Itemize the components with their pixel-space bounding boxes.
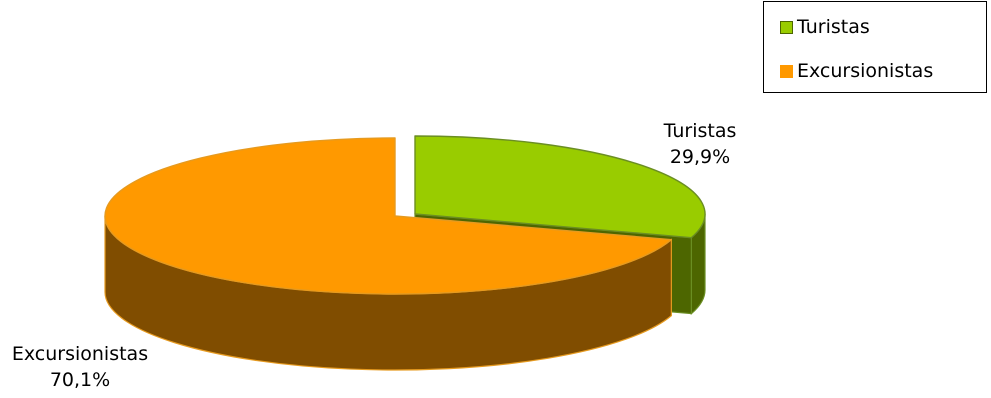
- data-label-excursionistas-name: Excursionistas: [11, 343, 149, 365]
- legend-swatch-excursionistas: [780, 64, 793, 78]
- legend: Turistas Excursionistas: [763, 1, 987, 93]
- slice-top-turistas: [414, 135, 706, 239]
- data-label-turistas-value: 29,9%: [669, 146, 731, 168]
- data-label-excursionistas-value: 70,1%: [49, 369, 111, 391]
- legend-swatch-turistas: [780, 20, 793, 34]
- legend-label-excursionistas: Excursionistas: [797, 60, 934, 82]
- legend-item-excursionistas: Excursionistas: [780, 59, 933, 83]
- data-label-turistas-name: Turistas: [663, 120, 737, 142]
- slice-top-excursionistas: [104, 137, 673, 295]
- data-label-turistas: Turistas 29,9%: [640, 118, 760, 170]
- legend-item-turistas: Turistas: [780, 15, 870, 39]
- data-label-excursionistas: Excursionistas 70,1%: [0, 341, 160, 393]
- legend-label-turistas: Turistas: [797, 16, 870, 38]
